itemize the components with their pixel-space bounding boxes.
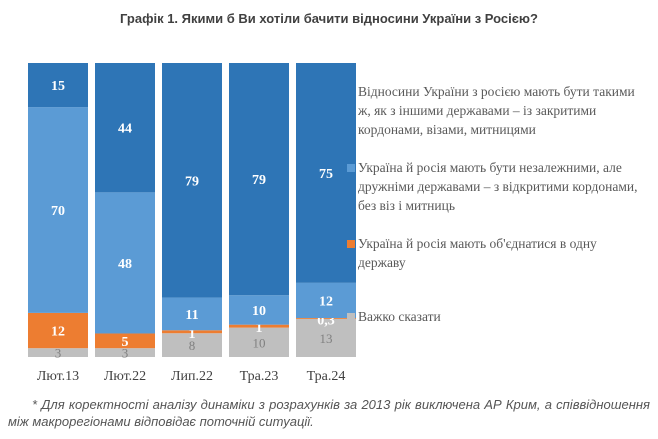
legend-swatch xyxy=(347,164,355,172)
bar-segment xyxy=(28,348,88,357)
data-label: 15 xyxy=(51,79,65,94)
x-tick-label: Тра.23 xyxy=(240,369,279,384)
bar-segment xyxy=(28,63,88,108)
legend-item-unite: Україна й росія мають об'єднатися в одну… xyxy=(347,234,647,272)
data-label: 44 xyxy=(118,122,132,137)
legend-swatch xyxy=(347,313,355,321)
bar-segment xyxy=(95,63,155,193)
data-label: 1 xyxy=(189,327,196,342)
bar-segment xyxy=(95,192,155,334)
data-label: 48 xyxy=(118,257,132,272)
x-tick-label: Тра.24 xyxy=(307,369,346,384)
data-label: 79 xyxy=(252,173,266,188)
bar-segment xyxy=(229,63,289,296)
data-label: 13 xyxy=(320,331,333,346)
data-label: 12 xyxy=(319,294,333,309)
legend-label: Важко сказати xyxy=(358,309,441,324)
legend-label: Україна й росія мають бути незалежними, … xyxy=(358,160,638,213)
bar-segment xyxy=(296,318,356,357)
bar-segment xyxy=(229,327,289,357)
data-label: 3 xyxy=(122,346,129,361)
bar-segment xyxy=(162,333,222,357)
data-label: 70 xyxy=(51,204,65,219)
footnote: * Для коректності аналізу динаміки з роз… xyxy=(8,397,650,429)
data-label: 1 xyxy=(256,321,263,336)
bar-segment xyxy=(95,333,155,349)
legend-swatch xyxy=(347,88,355,96)
bar-segment xyxy=(229,295,289,325)
data-label: 11 xyxy=(185,308,198,323)
data-label: 12 xyxy=(51,325,65,340)
bar-segment xyxy=(229,324,289,328)
data-label: 5 xyxy=(122,335,129,350)
data-label: 79 xyxy=(185,174,199,189)
data-label: 75 xyxy=(319,167,333,182)
data-label: 10 xyxy=(253,335,266,350)
bar-segment xyxy=(162,297,222,331)
bar-segment xyxy=(28,107,88,313)
x-tick-label: Лют.13 xyxy=(37,369,79,384)
legend-label: Україна й росія мають об'єднатися в одну… xyxy=(358,236,597,270)
bar-segment xyxy=(296,63,356,283)
legend-item-friendly-states: Україна й росія мають бути незалежними, … xyxy=(347,158,647,215)
bar-segment xyxy=(28,312,88,349)
data-label: 10 xyxy=(252,304,266,319)
bar-segment xyxy=(95,348,155,357)
legend-label: Відносини України з росією мають бути та… xyxy=(358,84,635,137)
bar-segment xyxy=(162,330,222,334)
bar-segment xyxy=(296,282,356,319)
data-label: 8 xyxy=(189,338,196,353)
legend-item-closed-borders: Відносини України з росією мають бути та… xyxy=(347,82,647,139)
x-tick-label: Лип.22 xyxy=(171,369,213,384)
legend-item-hard-to-say: Важко сказати xyxy=(347,307,647,326)
data-label: 3 xyxy=(55,346,62,361)
legend-swatch xyxy=(347,240,355,248)
bar-segment xyxy=(162,63,222,298)
stacked-bar-chart: 3127015Лют.13354844Лют.22811179Лип.22101… xyxy=(28,63,356,384)
chart-title: Графік 1. Якими б Ви хотіли бачити відно… xyxy=(120,11,538,26)
x-tick-label: Лют.22 xyxy=(104,369,146,384)
bar-segment xyxy=(296,318,356,319)
